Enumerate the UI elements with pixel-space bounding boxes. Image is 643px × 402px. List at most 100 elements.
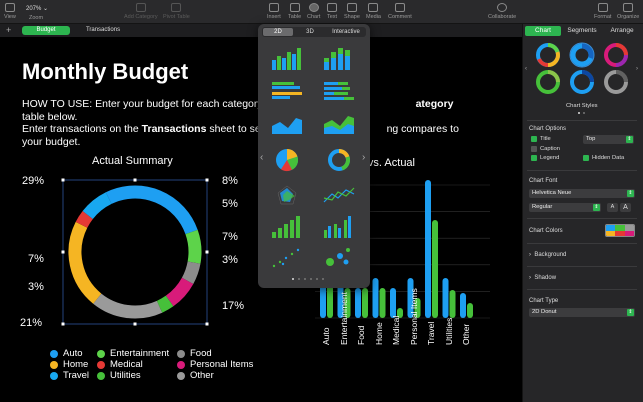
view-button[interactable]: View: [4, 3, 16, 20]
donut-slice-personal-items[interactable]: [165, 277, 194, 307]
tab-chart[interactable]: Chart: [525, 26, 561, 36]
bar-budget-food[interactable]: [355, 288, 361, 318]
bar-budget-home[interactable]: [372, 278, 379, 318]
bar-actual-food[interactable]: [362, 288, 368, 318]
thumb-stacked-bar[interactable]: [324, 82, 354, 100]
tab-interactive[interactable]: Interactive: [332, 29, 360, 35]
thumb-pie[interactable]: [276, 148, 299, 171]
bar-budget-personal-items[interactable]: [407, 278, 414, 318]
thumb-column-single[interactable]: [272, 216, 300, 238]
tab-transactions[interactable]: Transactions: [85, 27, 121, 33]
page-dot[interactable]: [578, 112, 580, 114]
donut-slice-auto[interactable]: [105, 185, 198, 235]
media-button[interactable]: Media: [366, 3, 381, 20]
bar-actual-utilities[interactable]: [449, 290, 456, 318]
page-dot[interactable]: [298, 278, 300, 280]
donut-slice-entertainment[interactable]: [185, 229, 202, 264]
thumb-donut[interactable]: [328, 148, 350, 171]
chevron-right-icon[interactable]: ›: [636, 66, 638, 72]
bar-budget-other[interactable]: [460, 293, 466, 318]
donut-slice-other[interactable]: [93, 293, 163, 319]
thumb-stacked-column[interactable]: [324, 48, 350, 70]
donut-slice-travel[interactable]: [82, 192, 112, 220]
page-dot[interactable]: [292, 278, 294, 280]
bar-actual-travel[interactable]: [432, 220, 438, 318]
chart-type-select[interactable]: 2D Donut ⇕: [529, 308, 635, 317]
bar-actual-auto[interactable]: [327, 283, 333, 318]
thumb-line[interactable]: [323, 187, 355, 203]
add-category-button[interactable]: Add Category: [124, 3, 158, 20]
tab-budget[interactable]: Budget: [22, 26, 70, 35]
bar-actual-home[interactable]: [379, 288, 386, 318]
donut-chart[interactable]: [55, 172, 215, 332]
selection-handle[interactable]: [61, 178, 65, 182]
table-button[interactable]: Table: [288, 3, 301, 20]
style-swatch-6[interactable]: [604, 70, 628, 94]
selection-handle[interactable]: [205, 250, 209, 254]
thumb-stacked-area[interactable]: [324, 116, 354, 134]
donut-slice-utilities[interactable]: [156, 295, 174, 313]
selection-handle[interactable]: [61, 250, 65, 254]
background-disclosure[interactable]: › Background: [529, 252, 567, 258]
chevron-left-icon[interactable]: ‹: [260, 152, 264, 163]
selection-handle[interactable]: [205, 178, 209, 182]
legend-checkbox[interactable]: [531, 155, 537, 161]
bar-budget-travel[interactable]: [425, 180, 431, 318]
thumb-radar[interactable]: [277, 185, 297, 205]
insert-button[interactable]: Insert: [267, 3, 281, 20]
tab-2d[interactable]: 2D: [263, 28, 293, 36]
format-button[interactable]: Format: [594, 3, 611, 20]
page-dot[interactable]: [310, 278, 312, 280]
thumb-scatter[interactable]: [272, 248, 300, 268]
zoom-select[interactable]: 207% ⌄: [26, 6, 49, 12]
page-dot[interactable]: [316, 278, 318, 280]
add-sheet-button[interactable]: +: [6, 25, 12, 35]
bar-actual-other[interactable]: [467, 303, 473, 318]
comment-button[interactable]: Comment: [388, 3, 412, 20]
pivot-table-button[interactable]: Pivot Table: [163, 3, 190, 20]
style-swatch-3[interactable]: [604, 43, 628, 67]
selection-handle[interactable]: [133, 322, 137, 326]
font-style-select[interactable]: Regular ⇕: [529, 203, 601, 212]
thumb-area[interactable]: [272, 118, 302, 134]
selection-handle[interactable]: [61, 322, 65, 326]
hidden-data-checkbox[interactable]: [583, 155, 589, 161]
donut-slice-home[interactable]: [68, 221, 102, 304]
bar-actual-medical[interactable]: [397, 308, 403, 318]
thumb-bubble[interactable]: [326, 248, 350, 266]
title-checkbox[interactable]: [531, 136, 537, 142]
font-family-select[interactable]: Helvetica Neue ⇕: [529, 189, 635, 198]
title-position-select[interactable]: Top ⇕: [583, 135, 634, 144]
style-swatch-4[interactable]: [536, 70, 560, 94]
caption-checkbox[interactable]: [531, 146, 537, 152]
tab-arrange[interactable]: Arrange: [610, 27, 634, 34]
chart-button[interactable]: Chart: [307, 3, 320, 20]
decrease-font-button[interactable]: A: [607, 203, 618, 212]
style-swatch-2[interactable]: [569, 42, 595, 68]
increase-font-button[interactable]: A: [620, 203, 631, 212]
bar-budget-utilities[interactable]: [442, 278, 449, 318]
bar-actual-personal-items[interactable]: [414, 298, 421, 318]
thumb-bar[interactable]: [272, 82, 302, 99]
shadow-disclosure[interactable]: › Shadow: [529, 275, 557, 281]
bar-actual-entertainment[interactable]: [344, 288, 351, 318]
chevron-left-icon[interactable]: ‹: [525, 66, 527, 72]
text-button[interactable]: Text: [327, 3, 337, 20]
tab-3d[interactable]: 3D: [306, 29, 314, 35]
shape-button[interactable]: Shape: [344, 3, 360, 20]
collaborate-button[interactable]: Collaborate: [488, 3, 516, 20]
thumb-column-pairs[interactable]: [324, 216, 351, 238]
chevron-right-icon[interactable]: ›: [362, 152, 366, 163]
page-dot[interactable]: [304, 278, 306, 280]
thumb-column[interactable]: [272, 48, 301, 70]
bar-budget-medical[interactable]: [390, 288, 396, 318]
donut-slice-medical[interactable]: [75, 211, 93, 228]
tab-segments[interactable]: Segments: [567, 27, 597, 34]
donut-slice-food[interactable]: [181, 261, 201, 284]
selection-handle[interactable]: [133, 178, 137, 182]
selection-handle[interactable]: [205, 322, 209, 326]
page-dot[interactable]: [583, 112, 585, 114]
style-swatch-5[interactable]: [570, 70, 594, 94]
page-dot[interactable]: [322, 278, 324, 280]
style-swatch-1[interactable]: [536, 43, 560, 67]
